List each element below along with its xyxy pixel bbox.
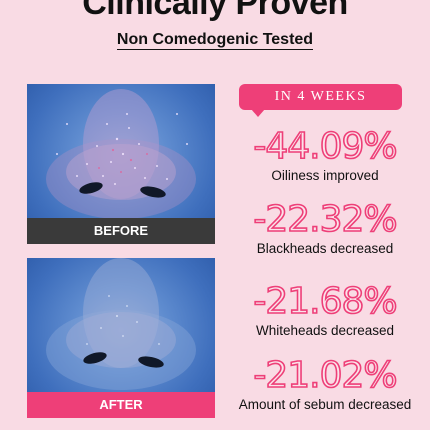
- stat-blackheads: -22.32% Blackheads decreased: [230, 199, 420, 256]
- stat-description: Amount of sebum decreased: [238, 397, 412, 412]
- after-label: AFTER: [27, 392, 215, 418]
- stat-description: Blackheads decreased: [256, 241, 394, 256]
- subtitle-text: Non Comedogenic Tested: [116, 31, 314, 50]
- stat-value: -21.68%: [253, 281, 399, 322]
- before-label: BEFORE: [27, 218, 215, 244]
- stat-whiteheads: -21.68% Whiteheads decreased: [230, 281, 420, 338]
- stat-value: -21.02%: [253, 355, 399, 396]
- stat-value: -44.09%: [253, 126, 399, 167]
- duration-badge: IN 4 WEEKS: [239, 84, 402, 117]
- page-title: Clinically Proven: [82, 0, 348, 22]
- after-photo: AFTER: [27, 258, 215, 418]
- stat-oiliness: -44.09% Oiliness improved: [230, 126, 420, 183]
- stat-value: -22.32%: [253, 199, 399, 240]
- stat-description: Whiteheads decreased: [255, 323, 395, 338]
- stat-description: Oiliness improved: [271, 168, 379, 183]
- nose-image-after: [46, 258, 196, 390]
- nose-image-before: [46, 89, 196, 219]
- stat-sebum: -21.02% Amount of sebum decreased: [230, 355, 420, 412]
- page-subtitle: Non Comedogenic Tested: [0, 31, 430, 50]
- before-photo: BEFORE: [27, 84, 215, 244]
